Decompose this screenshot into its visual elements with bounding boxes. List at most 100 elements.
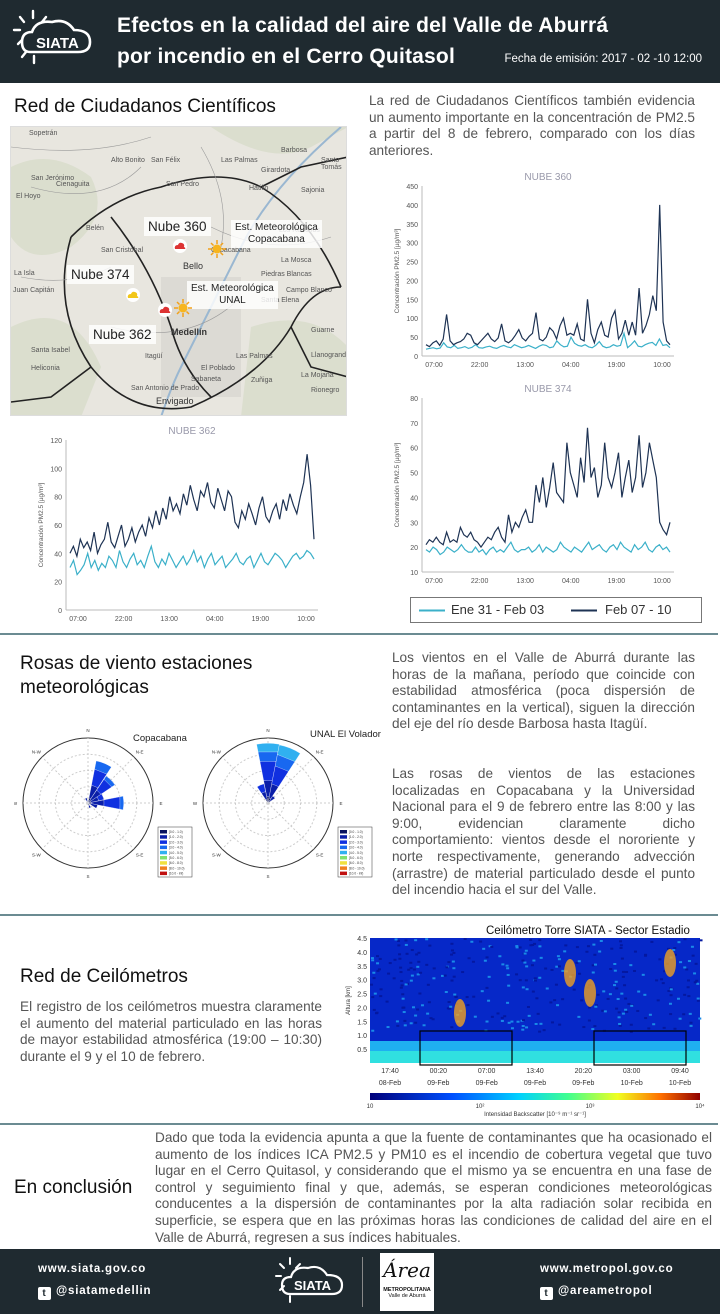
ceil-noise (618, 940, 622, 943)
rose-spoke (221, 802, 269, 850)
ceil-noise (418, 992, 422, 995)
ceil-y-tick: 4.5 (357, 936, 367, 943)
rose-legend-label: [0.0 - 1.0) (169, 830, 183, 834)
y-tick-label: 400 (406, 203, 418, 210)
rose-legend-swatch (160, 866, 167, 870)
red-cloud-icon[interactable] (172, 238, 188, 254)
nube-362-label: Nube 362 (89, 325, 156, 344)
ceil-noise (515, 945, 519, 948)
siata-website-link[interactable]: www.siata.gov.co (38, 1263, 147, 1275)
ceil-y-tick: 2.0 (357, 1005, 367, 1012)
ceil-noise (617, 1016, 621, 1019)
footer-divider (362, 1257, 363, 1307)
ceil-plume (454, 999, 466, 1027)
ceil-noise (593, 963, 597, 966)
rose-spoke (87, 802, 135, 850)
ceil-noise (407, 968, 411, 971)
town-label: Las Palmas (221, 157, 258, 164)
red-cloud-icon[interactable] (157, 302, 173, 318)
ceil-noise (525, 965, 529, 968)
town-label: Sopetrán (29, 130, 58, 137)
sun-icon[interactable] (207, 239, 227, 259)
ceil-noise (404, 943, 408, 946)
ceil-plume (564, 959, 576, 987)
wind-title-line2: meteorológicas (20, 677, 149, 698)
ceil-noise (505, 964, 509, 967)
y-tick-label: 100 (50, 466, 62, 473)
town-label: Juan Capitán (13, 287, 55, 294)
citizen-text: La red de Ciudadanos Científicos también… (369, 93, 695, 158)
est-copacabana-line1: Est. Meteorológica (235, 222, 318, 233)
ceil-noise (667, 947, 671, 950)
section-divider (0, 914, 718, 916)
ceil-noise (506, 967, 510, 970)
ceil-noise (443, 974, 447, 977)
ceil-noise (533, 979, 537, 982)
compass-label: W (14, 801, 18, 806)
ceil-noise (518, 979, 522, 982)
ceil-noise (398, 953, 402, 956)
legend-label-2: Feb 07 - 10 (605, 602, 672, 617)
town-label: Envigado (156, 396, 194, 406)
y-tick-label: 50 (410, 335, 418, 342)
ceil-noise (414, 1021, 418, 1024)
copacabana-wind-rose: N N-E E S-E S S-W W N-W [0.0 - 1.0)[1.0 - 2.0)[2… (14, 728, 193, 879)
compass-label: S-W (212, 853, 222, 858)
ceil-noise (563, 950, 567, 953)
ceil-noise (379, 988, 383, 991)
series-line-1 (69, 544, 315, 576)
compass-label: S-E (136, 853, 144, 858)
town-label: El Poblado (201, 365, 235, 372)
rose-petal (103, 775, 116, 788)
ceil-noise (396, 939, 400, 942)
ceil-noise (452, 967, 456, 970)
rose-legend-label: [10.0 - inf) (169, 872, 183, 876)
metropol-website-link[interactable]: www.metropol.gov.co (540, 1263, 674, 1275)
rose-spoke (41, 756, 89, 804)
ceil-noise (483, 959, 487, 962)
x-tick-label: 07:00 (425, 362, 443, 369)
ceil-noise (485, 986, 489, 989)
rose-legend-swatch (340, 871, 347, 876)
siata-twitter-link[interactable]: t @siatamedellin (38, 1285, 151, 1300)
ceil-noise (371, 959, 375, 962)
ceil-x-tick: 03:00 (623, 1068, 641, 1075)
ceil-date-label: 09-Feb (427, 1080, 449, 1087)
town-label: San Cristóbal (101, 247, 144, 254)
ceil-noise (498, 955, 502, 958)
ceil-noise (409, 961, 413, 964)
ceil-noise (696, 982, 700, 985)
rose-legend-label: [1.0 - 2.0) (169, 835, 183, 839)
y-tick-label: 40 (410, 495, 418, 502)
yellow-cloud-icon[interactable] (125, 287, 141, 303)
ceil-noise (388, 962, 392, 965)
ceil-noise (523, 961, 527, 964)
ceil-noise (377, 968, 381, 971)
town-label: Santa Isabel (31, 347, 70, 354)
ceil-noise (463, 938, 467, 941)
sun-icon[interactable] (173, 298, 193, 318)
rose-legend-label: [8.0 - 10.0) (169, 866, 184, 870)
metropol-twitter-link[interactable]: t @areametropol (540, 1285, 652, 1300)
ceil-noise (399, 971, 403, 974)
wind-text-1: Los vientos en el Valle de Aburrá durant… (392, 650, 695, 732)
ceil-noise (602, 990, 606, 993)
ceil-noise (485, 956, 489, 959)
ceil-noise (535, 997, 539, 1000)
compass-label: S-E (316, 853, 324, 858)
rose-petal (119, 796, 124, 810)
x-tick-label: 19:00 (608, 362, 626, 369)
ceil-noise (426, 983, 430, 986)
ceil-noise (510, 1027, 514, 1030)
ceil-text: El registro de los ceilómetros muestra c… (20, 999, 322, 1064)
ceil-noise (515, 946, 519, 949)
rose-legend-swatch (160, 840, 167, 844)
ceil-noise (601, 1009, 605, 1012)
ceil-noise (414, 939, 418, 942)
ceil-noise (687, 995, 691, 998)
ceil-noise (405, 952, 409, 955)
ceil-noise (679, 961, 683, 964)
ceil-noise (471, 960, 475, 963)
ceil-noise (616, 998, 620, 1001)
ceil-noise (577, 1015, 581, 1018)
